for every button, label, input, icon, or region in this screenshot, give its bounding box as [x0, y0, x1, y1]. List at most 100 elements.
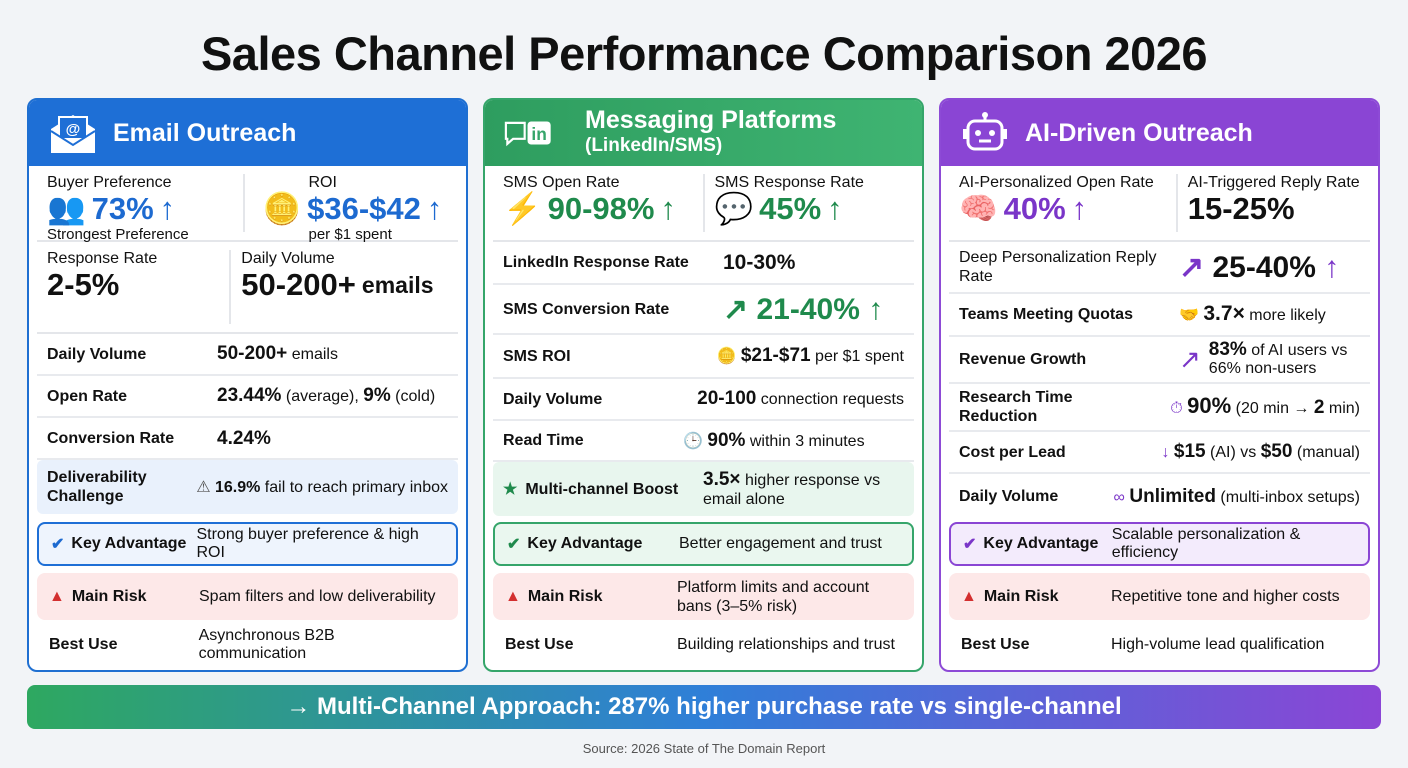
arrow-up-icon: ↑ — [660, 191, 676, 226]
robot-icon — [959, 110, 1011, 156]
coins-icon: 🪙 — [262, 191, 302, 226]
arrow-down-icon: ↓ — [1161, 444, 1174, 461]
key-advantage: ✔ Key Advantage Scalable personalization &… — [949, 522, 1370, 566]
star-icon: ★ — [503, 480, 518, 498]
row-label: Teams Meeting Quotas — [959, 306, 1133, 323]
messaging-platforms-card: in Messaging Platforms (LinkedIn/SMS) SMS… — [483, 98, 924, 672]
box-text: Better engagement and trust — [679, 535, 882, 552]
box-label: Main Risk — [527, 587, 603, 605]
metric-value: 15-25% — [1187, 191, 1295, 226]
best-use: Best Use Asynchronous B2B communication — [37, 622, 458, 667]
row-label: Deep Personalization Reply Rate — [959, 249, 1157, 285]
metric-value-wrap: 👥 73% ↑ — [47, 192, 233, 226]
row-revenue-growth: Revenue Growth ↗ 83% of AI users vs 66% no… — [949, 337, 1370, 384]
metric-value: 50-200+ — [241, 267, 356, 302]
row-label: LinkedIn Response Rate — [503, 254, 689, 271]
row-value-note: within 3 minutes — [745, 432, 865, 450]
buyer-preference-metric: Buyer Preference 👥 73% ↑ Strongest Prefere… — [37, 166, 243, 243]
row-cost-per-lead: Cost per Lead ↓ $15 (AI) vs $50 (manual) — [949, 432, 1370, 474]
coins-icon: 🪙 — [716, 348, 741, 365]
box-text: Scalable personalization & efficiency — [1111, 526, 1301, 561]
row-daily-volume: Daily Volume 20-100 connection requests — [493, 379, 914, 421]
metric-label: SMS Response Rate — [714, 174, 864, 191]
source-note: Source: 2026 State of The Domain Report — [582, 741, 826, 756]
roi-metric: ROI 🪙 $36-$42 ↑ per $1 spent — [242, 174, 459, 243]
metric-value: 40% — [1003, 191, 1066, 226]
row-value: 83% — [1208, 339, 1247, 360]
row-label: Research Time Reduction — [959, 389, 1073, 425]
row-value: 90% — [1187, 393, 1232, 418]
row-read-time: Read Time 🕒 90% within 3 minutes — [493, 421, 914, 462]
card-header: in Messaging Platforms (LinkedIn/SMS) — [485, 100, 922, 166]
row-value: 90% — [707, 429, 746, 451]
row-value-note: per $1 spent — [810, 348, 904, 365]
metric-label: SMS Open Rate — [503, 174, 620, 191]
ai-open-rate-metric: AI-Personalized Open Rate 🧠 40% ↑ — [949, 166, 1176, 240]
main-risk: ▲ Main Risk Platform limits and account ba… — [493, 573, 914, 620]
row-value-note: connection requests — [756, 391, 904, 408]
svg-text:@: @ — [66, 121, 81, 138]
box-text: Repetitive tone and higher costs — [1111, 587, 1340, 605]
row-value: 21-40% — [756, 292, 860, 326]
metric-label: AI-Personalized Open Rate — [959, 174, 1154, 191]
arrow-up-icon: ↑ — [426, 191, 443, 226]
main-risk: ▲ Main Risk Spam filters and low deliverab… — [37, 573, 458, 620]
lightning-icon: ⚡ — [503, 191, 542, 226]
email-outreach-card: @ Email Outreach Buyer Preference 👥 73% ↑ … — [27, 98, 468, 672]
metric-value: $36-$42 — [307, 191, 421, 226]
sms-response-rate-metric: SMS Response Rate 💬 45% ↑ — [702, 174, 915, 232]
page-title: Sales Channel Performance Comparison 202… — [200, 27, 1208, 80]
row-deliverability: Deliverability Challenge ⚠ 16.9% fail to … — [37, 460, 458, 514]
box-text: Spam filters and low deliverability — [199, 587, 436, 605]
row-label: Daily Volume — [503, 390, 603, 408]
row-label: Daily Volume — [47, 345, 147, 363]
row-label: SMS Conversion Rate — [503, 300, 670, 318]
box-label: Best Use — [505, 635, 574, 653]
metric-value: 2-5% — [47, 267, 120, 302]
stopwatch-icon: ⏱ — [1170, 400, 1188, 417]
chat-icon: 💬 — [714, 191, 754, 226]
row-value: 23.44% — [217, 385, 282, 406]
row-value: $21-$71 — [740, 345, 811, 366]
arrow-up-icon: ↑ — [1071, 191, 1088, 226]
metric-value: 90-98% — [547, 191, 655, 226]
infinity-icon: ∞ — [1113, 488, 1130, 506]
svg-text:in: in — [531, 124, 546, 144]
row-value-note: (manual) — [1292, 444, 1360, 461]
box-label: Best Use — [961, 635, 1030, 653]
ai-reply-rate-metric: AI-Triggered Reply Rate 15-25% — [1175, 174, 1370, 232]
daily-volume-metric: Daily Volume 50-200+ emails — [229, 250, 458, 324]
row-label: Open Rate — [47, 387, 128, 405]
row-value: Unlimited — [1129, 485, 1216, 507]
main-risk: ▲ Main Risk Repetitive tone and higher cos… — [949, 573, 1370, 620]
row-value-note: min) — [1324, 400, 1360, 417]
handshake-icon: 🤝 — [1179, 307, 1204, 324]
box-text: High-volume lead qualification — [1111, 635, 1325, 653]
best-use: Best Use Building relationships and trust — [493, 622, 914, 667]
multichannel-banner: → Multi-Channel Approach: 287% higher pu… — [27, 685, 1381, 729]
box-text: Asynchronous B2B communication — [198, 626, 335, 662]
row-label: Daily Volume — [959, 488, 1059, 505]
row-value: 16.9% — [214, 478, 261, 496]
row-value: 9% — [363, 385, 391, 406]
card-title: Messaging Platforms — [585, 106, 837, 134]
row-value-note: (cold) — [390, 388, 436, 405]
row-value-note: higher response vs email alone — [703, 471, 881, 508]
metric-sub: Strongest Preference — [47, 226, 189, 243]
row-value: 20-100 — [697, 388, 757, 409]
key-advantage: ✔ Key Advantage Better engagement and trus… — [493, 522, 914, 566]
envelope-at-icon: @ — [47, 110, 99, 156]
row-value: 3.5× — [703, 468, 741, 490]
metric-label: Daily Volume — [241, 250, 335, 267]
card-header: @ Email Outreach — [29, 100, 466, 166]
card-subtitle: (LinkedIn/SMS) — [585, 135, 723, 156]
check-circle-icon: ✔ — [507, 536, 521, 553]
row-label: Read Time — [503, 432, 584, 449]
row-research-time: Research Time Reduction ⏱ 90% (20 min → 2… — [949, 384, 1370, 432]
box-label: Main Risk — [71, 587, 147, 605]
arrow-up-icon: ↑ — [827, 191, 843, 226]
row-value: 10-30% — [723, 251, 796, 274]
metric-row: Buyer Preference 👥 73% ↑ Strongest Prefere… — [37, 166, 459, 243]
metric-row: SMS Open Rate ⚡ 90-98% ↑ SMS Response Rate… — [493, 166, 914, 242]
metric-value: 45% — [759, 191, 822, 226]
